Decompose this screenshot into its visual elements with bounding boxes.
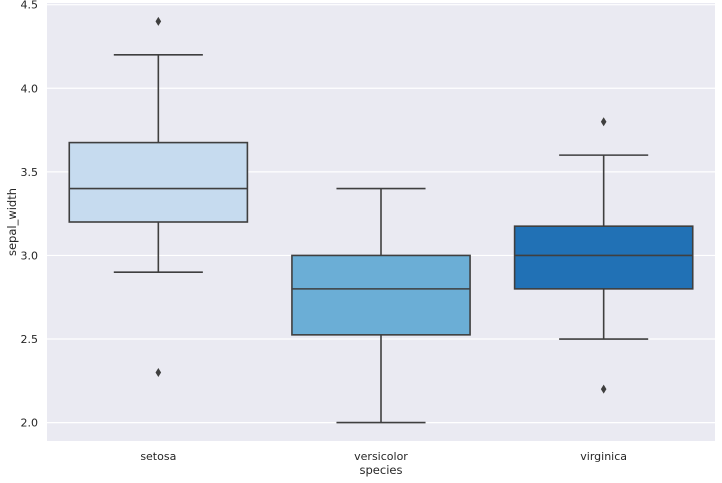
x-tick-label: setosa: [140, 450, 176, 463]
outlier-point: [155, 16, 162, 26]
outlier-point: [600, 117, 607, 127]
y-axis-label: sepal_width: [5, 188, 19, 256]
x-tick-label: versicolor: [354, 450, 408, 463]
box-iqr: [513, 225, 694, 290]
y-tick-label: 4.5: [21, 0, 39, 12]
y-tick-label: 2.0: [21, 417, 39, 430]
box-iqr: [291, 254, 471, 336]
x-tick-label: virginica: [580, 450, 627, 463]
box-iqr: [68, 141, 249, 223]
y-tick-labels: 2.0 2.5 3.0 3.5 4.0 4.5: [21, 0, 39, 430]
x-tick-labels: setosa versicolor virginica: [140, 450, 627, 463]
y-tick-label: 4.0: [21, 82, 39, 95]
y-tick-label: 3.5: [21, 166, 39, 179]
y-tick-label: 2.5: [21, 333, 39, 346]
outlier-point: [155, 367, 162, 377]
box-setosa: [68, 16, 249, 377]
x-axis-label: species: [360, 463, 403, 477]
outlier-point: [600, 384, 607, 394]
y-tick-label: 3.0: [21, 249, 39, 262]
box-versicolor: [291, 187, 471, 424]
box-virginica: [513, 117, 694, 394]
box-group: [68, 16, 694, 424]
